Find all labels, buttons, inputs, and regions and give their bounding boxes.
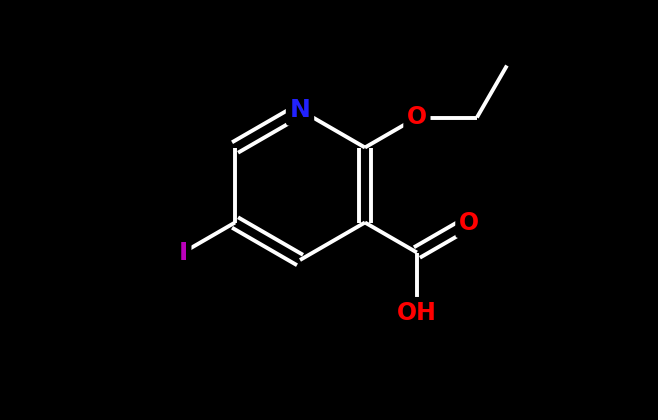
Text: N: N (290, 98, 311, 122)
Text: I: I (178, 241, 188, 265)
Text: O: O (407, 105, 427, 129)
Text: O: O (459, 210, 479, 234)
Text: OH: OH (397, 300, 437, 325)
